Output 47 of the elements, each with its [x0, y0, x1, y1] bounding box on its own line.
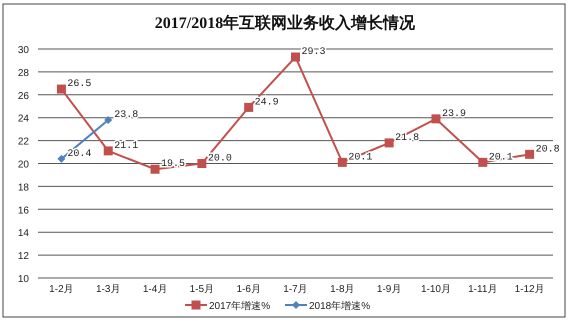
data-label: 29.3 [302, 47, 326, 58]
point [431, 114, 440, 124]
legend-label: 2017年增速% [209, 300, 270, 312]
x-tick-label: 1-8月 [330, 284, 355, 295]
y-tick-label: 30 [18, 45, 30, 56]
legend-label: 2018年增速% [309, 300, 370, 312]
point [384, 138, 394, 148]
point [104, 146, 113, 156]
x-tick-label: 1-4月 [142, 284, 168, 295]
x-tick-label: 1-2月 [49, 284, 74, 295]
point [478, 158, 488, 167]
point [197, 159, 206, 168]
y-tick-label: 22 [18, 136, 30, 148]
point [57, 154, 66, 163]
data-label: 20.4 [67, 148, 92, 160]
y-tick-label: 14 [18, 228, 30, 240]
y-tick-label: 16 [18, 205, 30, 216]
data-label: 21.1 [114, 140, 138, 152]
point [525, 150, 534, 159]
point [150, 164, 160, 174]
x-tick-label: 1-3月 [96, 284, 120, 295]
y-tick-label: 24 [18, 114, 30, 125]
y-tick-label: 28 [18, 68, 30, 79]
x-tick-label: 1-10月 [420, 284, 451, 295]
y-tick-label: 12 [18, 251, 30, 262]
data-label: 23.8 [114, 110, 138, 121]
point [104, 116, 112, 124]
chart-title: 2017/2018年互联网业务收入增长情况 [154, 14, 416, 32]
x-tick-label: 1-12月 [514, 284, 545, 295]
x-tick-label: 1-5月 [190, 284, 214, 295]
x-tick-label: 1-6月 [236, 284, 261, 295]
x-tick-label: 1-9月 [376, 284, 402, 295]
y-tick-label: 26 [18, 90, 30, 102]
point [244, 102, 254, 112]
data-label: 20.8 [536, 144, 560, 156]
data-label: 26.5 [67, 79, 92, 90]
data-label: 23.9 [442, 108, 466, 120]
data-label: 24.9 [254, 97, 279, 108]
y-tick-label: 18 [18, 182, 30, 194]
point [56, 84, 66, 94]
point [291, 52, 300, 62]
point [338, 158, 347, 167]
y-tick-label: 20 [18, 160, 30, 170]
y-tick-label: 10 [18, 274, 30, 285]
x-tick-label: 1-11月 [468, 284, 498, 295]
data-label: 20.0 [208, 154, 232, 164]
x-tick-label: 1-7月 [283, 284, 308, 295]
